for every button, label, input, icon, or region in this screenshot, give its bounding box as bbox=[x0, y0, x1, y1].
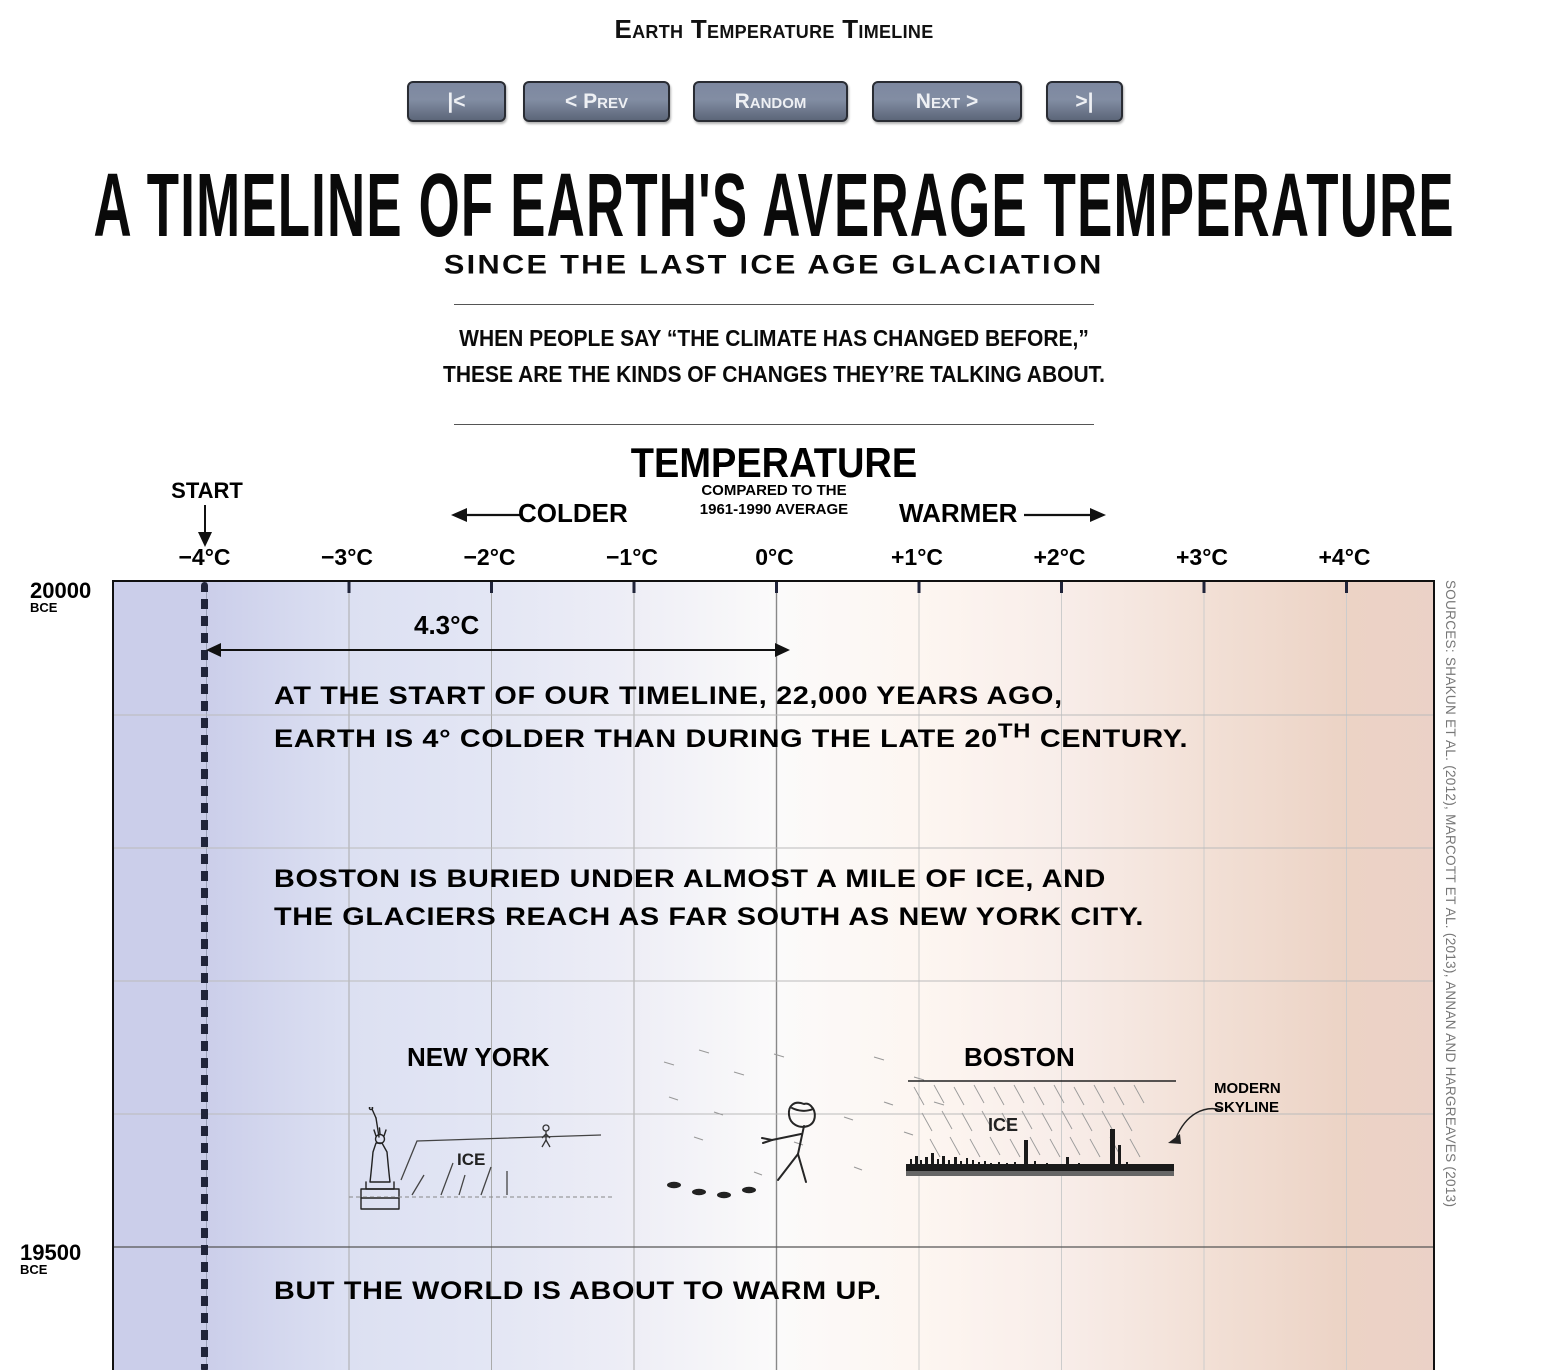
svg-text:ICE: ICE bbox=[457, 1150, 485, 1169]
svg-text:ICE: ICE bbox=[988, 1115, 1018, 1135]
